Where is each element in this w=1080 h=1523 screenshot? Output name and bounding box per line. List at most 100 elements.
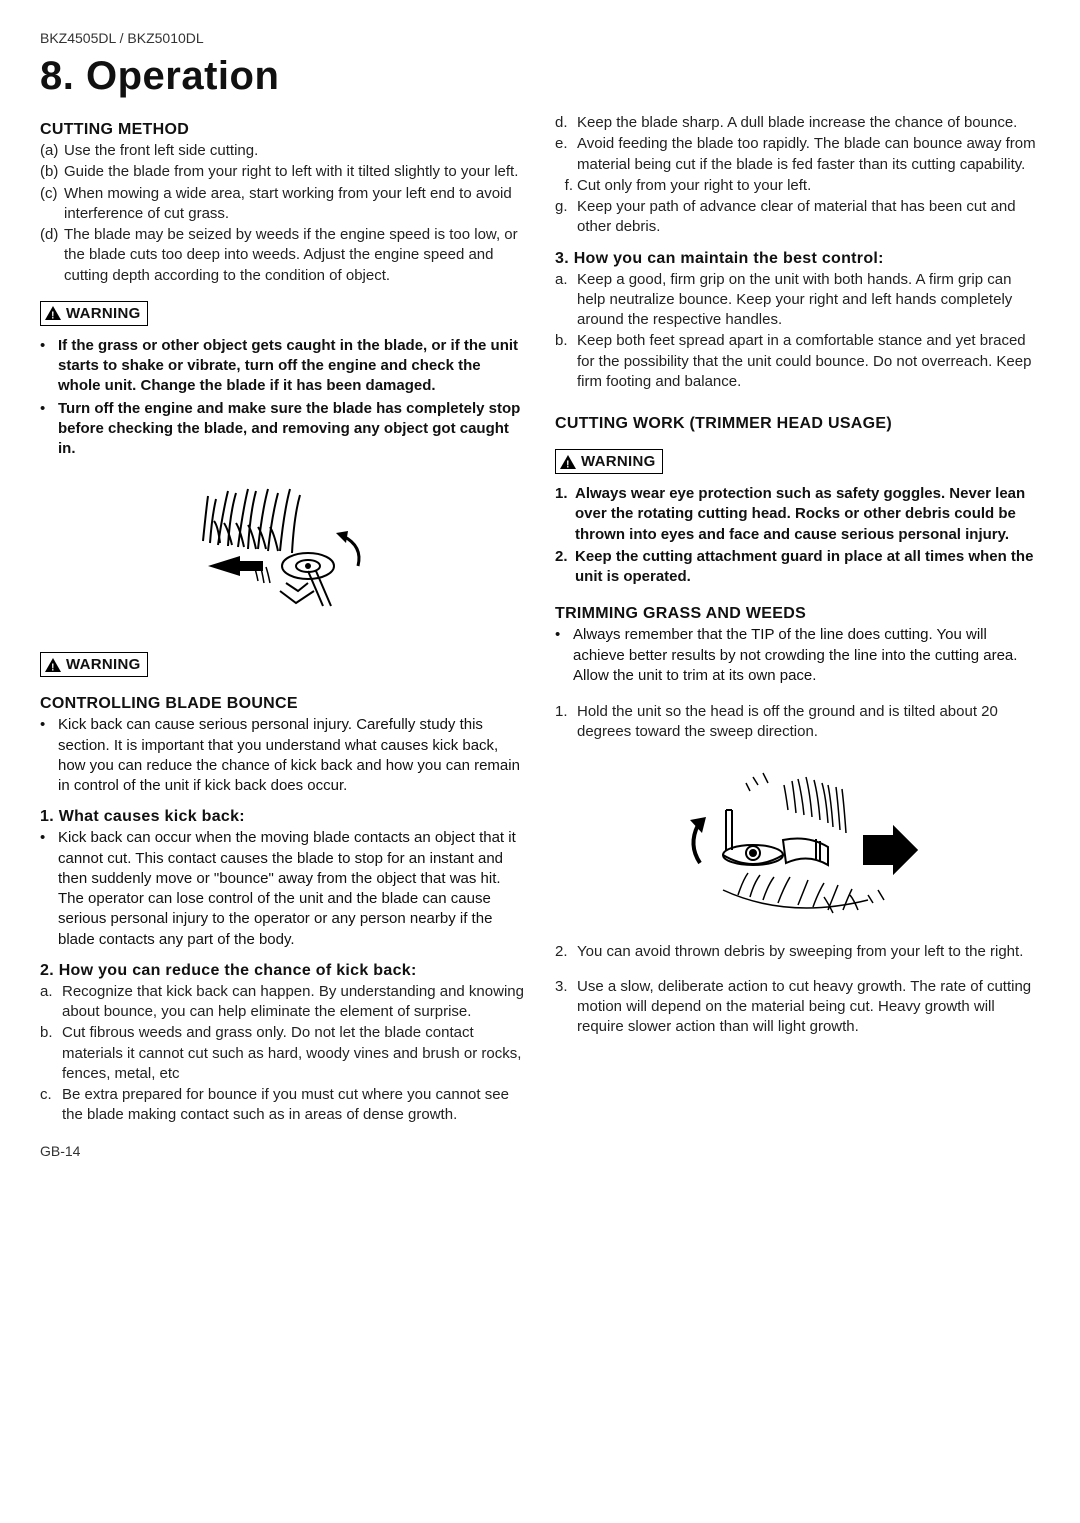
q1-list: • Kick back can occur when the moving bl… — [40, 828, 525, 950]
marker: 2. — [555, 942, 577, 962]
cm-item-c: (c) When mowing a wide area, start worki… — [40, 184, 525, 225]
bullet-icon: • — [40, 336, 58, 397]
content: Always wear eye protection such as safet… — [575, 484, 1040, 545]
trimming-step-1: 1. Hold the unit so the head is off the … — [555, 702, 1040, 743]
warning1-item: • Turn off the engine and make sure the … — [40, 399, 525, 460]
q3-heading: 3. How you can maintain the best control… — [555, 250, 1040, 268]
q2-heading: 2. How you can reduce the chance of kick… — [40, 962, 525, 980]
q2-item: d. Keep the blade sharp. A dull blade in… — [555, 113, 1040, 133]
warning-triangle-icon: ! — [45, 306, 61, 320]
trimmer-heading: CUTTING WORK (TRIMMER HEAD USAGE) — [555, 415, 1040, 433]
content-columns: CUTTING METHOD (a) Use the front left si… — [40, 113, 1040, 1127]
marker: (c) — [40, 184, 64, 225]
q3-list: a. Keep a good, firm grip on the unit wi… — [555, 270, 1040, 393]
cm-item-a: (a) Use the front left side cutting. — [40, 141, 525, 161]
page-title: 8. Operation — [40, 54, 1040, 99]
content: Recognize that kick back can happen. By … — [62, 982, 525, 1023]
marker: a. — [40, 982, 62, 1023]
q3-item: a. Keep a good, firm grip on the unit wi… — [555, 270, 1040, 331]
warning3-item: 1. Always wear eye protection such as sa… — [555, 484, 1040, 545]
page-footer: GB-14 — [40, 1143, 1040, 1159]
content: Turn off the engine and make sure the bl… — [58, 399, 525, 460]
controlling-heading: CONTROLLING BLADE BOUNCE — [40, 695, 525, 713]
content: When mowing a wide area, start working f… — [64, 184, 525, 225]
marker: 1. — [555, 702, 577, 743]
marker: f. — [555, 176, 577, 196]
trimming-step-3: 3. Use a slow, deliberate action to cut … — [555, 977, 1040, 1038]
content: Keep a good, firm grip on the unit with … — [577, 270, 1040, 331]
content: Keep your path of advance clear of mater… — [577, 197, 1040, 238]
warning3-item: 2. Keep the cutting attachment guard in … — [555, 547, 1040, 588]
marker: (b) — [40, 162, 64, 182]
content: You can avoid thrown debris by sweeping … — [577, 942, 1040, 962]
warning-box-1: ! WARNING — [40, 301, 148, 326]
marker: e. — [555, 134, 577, 175]
q2-item: g. Keep your path of advance clear of ma… — [555, 197, 1040, 238]
marker: b. — [40, 1023, 62, 1084]
trimming-bullet-list: • Always remember that the TIP of the li… — [555, 625, 1040, 686]
trimmer-illustration — [668, 755, 928, 925]
bullet-icon: • — [40, 399, 58, 460]
content: Avoid feeding the blade too rapidly. The… — [577, 134, 1040, 175]
q2-item: b. Cut fibrous weeds and grass only. Do … — [40, 1023, 525, 1084]
warning-label: WARNING — [66, 305, 141, 322]
warning-label: WARNING — [581, 453, 656, 470]
content: Use a slow, deliberate action to cut hea… — [577, 977, 1040, 1038]
content: Keep the blade sharp. A dull blade incre… — [577, 113, 1040, 133]
bullet-icon: • — [555, 625, 573, 686]
marker: c. — [40, 1085, 62, 1126]
controlling-list: • Kick back can cause serious personal i… — [40, 715, 525, 796]
content: Use the front left side cutting. — [64, 141, 525, 161]
num: 1. — [555, 484, 575, 545]
cm-item-d: (d) The blade may be seized by weeds if … — [40, 225, 525, 286]
trimming-bullet-item: • Always remember that the TIP of the li… — [555, 625, 1040, 686]
content: Hold the unit so the head is off the gro… — [577, 702, 1040, 743]
trimming-heading: TRIMMING GRASS AND WEEDS — [555, 605, 1040, 623]
warning-box-3: ! WARNING — [555, 449, 663, 474]
warning-label: WARNING — [66, 656, 141, 673]
content: The blade may be seized by weeds if the … — [64, 225, 525, 286]
warning1-item: • If the grass or other object gets caug… — [40, 336, 525, 397]
q2-item: a. Recognize that kick back can happen. … — [40, 982, 525, 1023]
marker: b. — [555, 331, 577, 392]
q1-heading: 1. What causes kick back: — [40, 808, 525, 826]
content: Kick back can cause serious personal inj… — [58, 715, 525, 796]
content: Kick back can occur when the moving blad… — [58, 828, 525, 950]
svg-text:!: ! — [566, 459, 570, 469]
cutting-method-heading: CUTTING METHOD — [40, 121, 525, 139]
content: Be extra prepared for bounce if you must… — [62, 1085, 525, 1126]
content: Cut only from your right to your left. — [577, 176, 1040, 196]
q2-item: f. Cut only from your right to your left… — [555, 176, 1040, 196]
marker: 3. — [555, 977, 577, 1038]
marker: a. — [555, 270, 577, 331]
q2-item: e. Avoid feeding the blade too rapidly. … — [555, 134, 1040, 175]
warning-box-2: ! WARNING — [40, 652, 148, 677]
q2-cont-list: d. Keep the blade sharp. A dull blade in… — [555, 113, 1040, 238]
svg-text:!: ! — [51, 311, 55, 321]
bullet-icon: • — [40, 828, 58, 950]
figure-grass-cutting — [40, 471, 525, 626]
marker: (a) — [40, 141, 64, 161]
grass-cutting-illustration — [168, 471, 398, 621]
q1-item: • Kick back can occur when the moving bl… — [40, 828, 525, 950]
marker: d. — [555, 113, 577, 133]
content: Keep both feet spread apart in a comfort… — [577, 331, 1040, 392]
content: Guide the blade from your right to left … — [64, 162, 525, 182]
cm-item-b: (b) Guide the blade from your right to l… — [40, 162, 525, 182]
cutting-method-list: (a) Use the front left side cutting. (b)… — [40, 141, 525, 286]
controlling-item: • Kick back can cause serious personal i… — [40, 715, 525, 796]
figure-trimmer — [555, 755, 1040, 930]
marker: g. — [555, 197, 577, 238]
marker: (d) — [40, 225, 64, 286]
warning-triangle-icon: ! — [560, 455, 576, 469]
right-column: d. Keep the blade sharp. A dull blade in… — [555, 113, 1040, 1127]
left-column: CUTTING METHOD (a) Use the front left si… — [40, 113, 525, 1127]
warning3-list: 1. Always wear eye protection such as sa… — [555, 484, 1040, 587]
warning-triangle-icon: ! — [45, 658, 61, 672]
model-header: BKZ4505DL / BKZ5010DL — [40, 30, 1040, 46]
content: Cut fibrous weeds and grass only. Do not… — [62, 1023, 525, 1084]
q2-item: c. Be extra prepared for bounce if you m… — [40, 1085, 525, 1126]
content: Always remember that the TIP of the line… — [573, 625, 1040, 686]
bullet-icon: • — [40, 715, 58, 796]
content: Keep the cutting attachment guard in pla… — [575, 547, 1040, 588]
